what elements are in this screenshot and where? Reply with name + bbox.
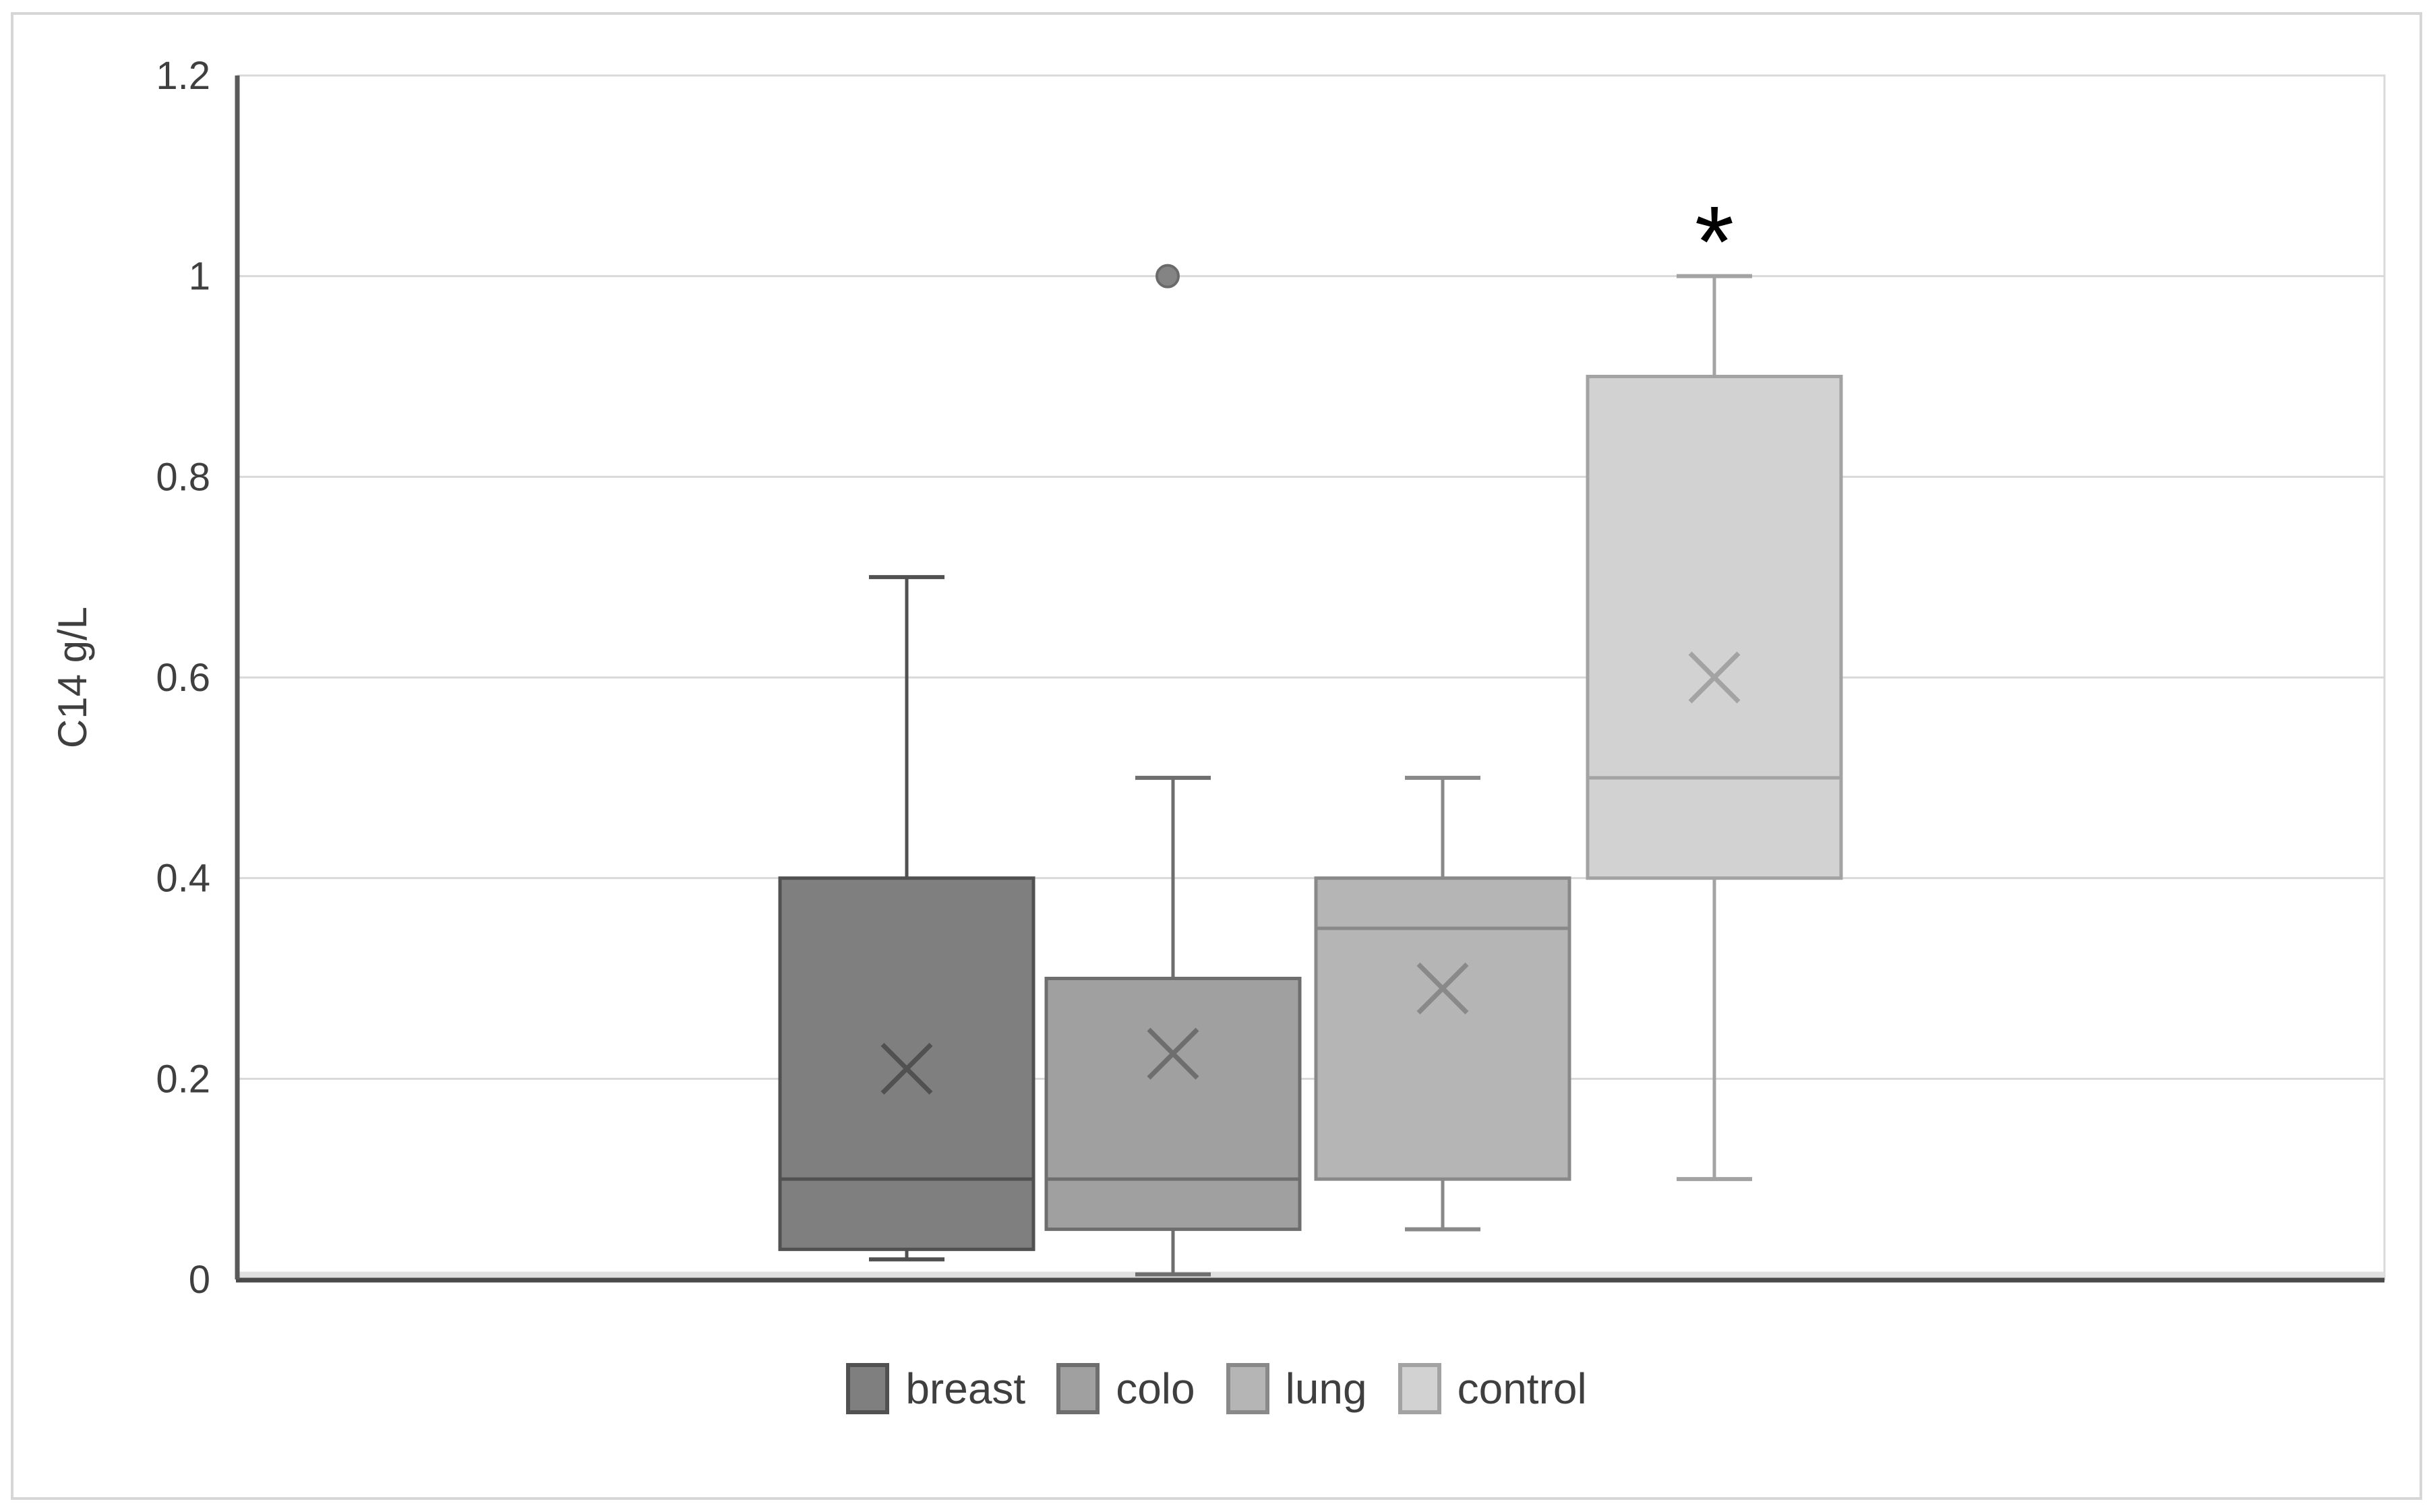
legend-item-lung: lung [1226,1363,1367,1414]
legend: breast colo lung control [0,1363,2433,1414]
legend-label-lung: lung [1285,1364,1367,1413]
mean-marker-breast [880,1042,933,1095]
y-tick-labels: 0 0.2 0.4 0.6 0.8 1 1.2 [156,54,210,1302]
box-group-lung [1314,775,1571,1232]
legend-item-control: control [1398,1363,1587,1414]
box-group-colo [1044,264,1302,1277]
y-axis-title: C14 g/L [50,607,95,748]
legend-swatch-control [1398,1363,1441,1414]
legend-label-breast: breast [905,1364,1026,1413]
y-tick-label: 0.6 [156,656,210,700]
legend-item-breast: breast [846,1363,1025,1414]
box-colo [1044,977,1302,1232]
y-tick-label: 0.2 [156,1057,210,1101]
box-group-control [1586,274,1843,1182]
legend-label-colo: colo [1116,1364,1195,1413]
y-tick-label: 0 [189,1258,210,1302]
legend-swatch-lung [1226,1363,1269,1414]
annotations: * [1695,185,1734,298]
y-tick-label: 1.2 [156,54,210,98]
legend-swatch-colo [1056,1363,1100,1414]
box-lung [1314,876,1571,1181]
significance-asterisk: * [1695,185,1734,298]
box-breast [778,876,1035,1251]
box-control [1586,375,1843,880]
mean-marker-lung [1416,962,1469,1015]
legend-label-control: control [1457,1364,1587,1413]
mean-marker-control [1688,651,1741,704]
y-tick-label: 0.8 [156,455,210,499]
legend-item-colo: colo [1056,1363,1195,1414]
mean-marker-colo [1147,1027,1199,1080]
legend-swatch-breast [846,1363,890,1414]
axes [11,12,2422,1500]
gridlines [237,74,2386,1281]
y-tick-label: 0.4 [156,857,210,901]
y-tick-label: 1 [189,255,210,299]
figure-border [11,12,2422,1500]
box-group-breast [778,575,1035,1262]
outlier-point-colo [1155,264,1180,289]
box-series [778,264,1843,1277]
